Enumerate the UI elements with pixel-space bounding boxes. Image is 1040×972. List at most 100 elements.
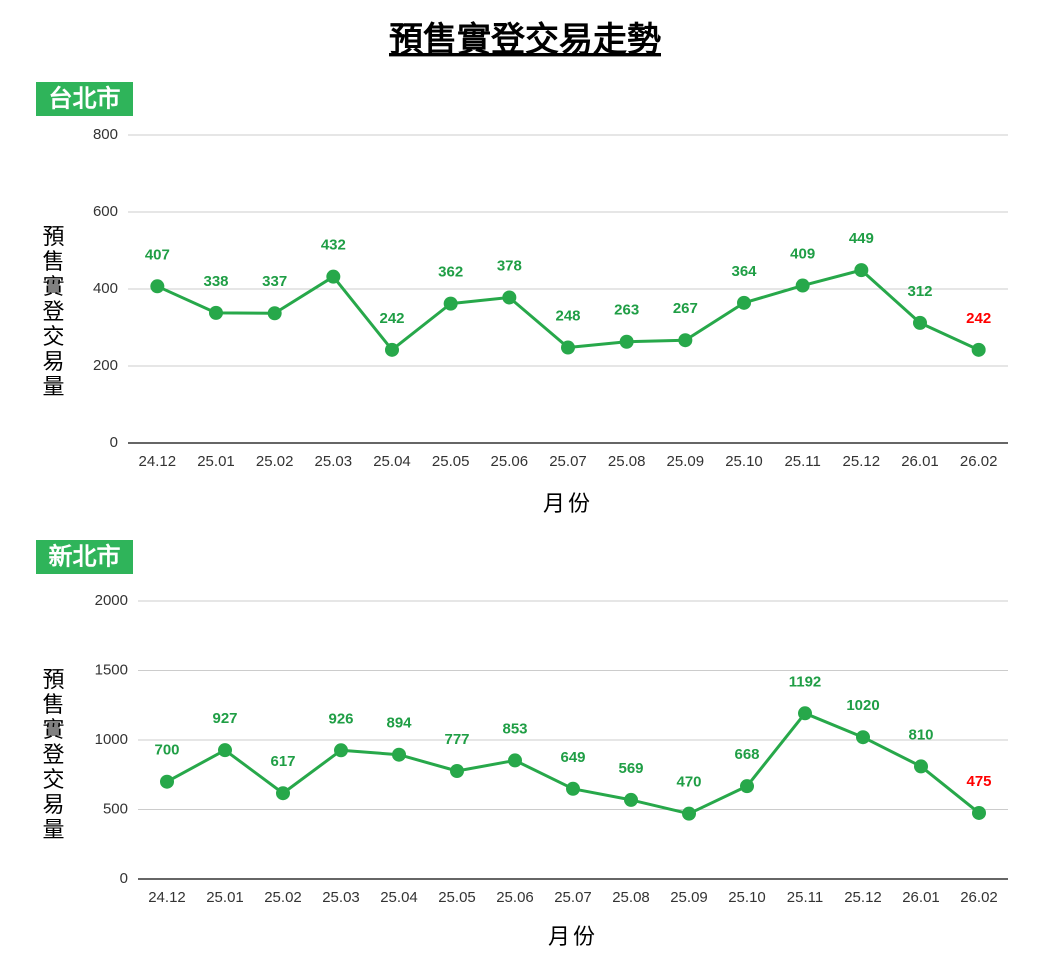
x-tick-label: 25.04 bbox=[373, 453, 411, 470]
x-tick-label: 25.06 bbox=[496, 889, 534, 906]
x-tick-label: 25.10 bbox=[725, 453, 763, 470]
x-tick-label: 26.01 bbox=[901, 453, 939, 470]
y-tick-label: 200 bbox=[93, 357, 118, 374]
data-point bbox=[854, 263, 869, 278]
data-label: 649 bbox=[560, 749, 585, 766]
data-point bbox=[334, 743, 348, 758]
region-tag-label: 台北市 bbox=[49, 84, 121, 112]
x-tick-label: 25.12 bbox=[844, 889, 882, 906]
data-label: 700 bbox=[154, 742, 179, 759]
data-point bbox=[326, 269, 341, 284]
data-label: 777 bbox=[444, 731, 469, 748]
data-label: 569 bbox=[618, 760, 643, 777]
data-label: 470 bbox=[676, 774, 701, 791]
x-tick-label: 26.02 bbox=[960, 889, 998, 906]
x-tick-label: 25.09 bbox=[670, 889, 708, 906]
data-point bbox=[619, 334, 634, 349]
data-label: 1192 bbox=[789, 673, 822, 690]
x-tick-label: 25.07 bbox=[554, 889, 592, 906]
data-label: 364 bbox=[731, 263, 757, 280]
data-point bbox=[678, 333, 693, 348]
data-label: 409 bbox=[790, 246, 815, 263]
x-tick-label: 25.12 bbox=[843, 453, 881, 470]
x-tick-label: 25.04 bbox=[380, 889, 418, 906]
x-tick-label: 25.03 bbox=[322, 889, 360, 906]
x-tick-label: 25.01 bbox=[197, 453, 235, 470]
y-tick-label: 1000 bbox=[95, 731, 128, 748]
y-tick-label: 2000 bbox=[95, 592, 128, 609]
y-tick-label: 0 bbox=[120, 870, 128, 887]
x-tick-label: 25.02 bbox=[256, 453, 294, 470]
data-point bbox=[160, 774, 174, 789]
x-tick-label: 25.07 bbox=[549, 453, 587, 470]
x-tick-label: 25.05 bbox=[432, 453, 470, 470]
data-label: 312 bbox=[907, 283, 932, 300]
data-label: 378 bbox=[497, 257, 522, 274]
data-point bbox=[150, 279, 165, 294]
y-tick-label: 500 bbox=[103, 800, 128, 817]
y-tick-label: 1500 bbox=[95, 661, 128, 678]
data-label: 449 bbox=[849, 230, 874, 247]
x-tick-label: 25.03 bbox=[315, 453, 353, 470]
data-point bbox=[913, 315, 927, 330]
data-label: 362 bbox=[438, 264, 463, 281]
x-tick-label: 26.01 bbox=[902, 889, 940, 906]
page-title: 預售實登交易走勢 bbox=[389, 20, 661, 59]
data-point bbox=[276, 786, 290, 801]
x-tick-label: 25.10 bbox=[728, 889, 766, 906]
data-point bbox=[209, 305, 223, 320]
data-point bbox=[856, 730, 870, 745]
data-point bbox=[450, 763, 464, 778]
x-tick-label: 25.11 bbox=[784, 453, 820, 470]
data-label: 927 bbox=[212, 710, 237, 727]
data-point bbox=[443, 296, 458, 311]
data-point bbox=[972, 805, 986, 820]
y-tick-label: 600 bbox=[93, 203, 118, 220]
region-tag: 新北市 bbox=[36, 540, 133, 574]
y-tick-label: 400 bbox=[93, 280, 118, 297]
data-label: 853 bbox=[502, 720, 527, 737]
x-tick-label: 25.09 bbox=[667, 453, 705, 470]
data-label: 1020 bbox=[846, 697, 879, 714]
data-point bbox=[798, 706, 812, 721]
data-point bbox=[566, 781, 580, 796]
x-tick-label: 24.12 bbox=[139, 453, 177, 470]
data-label: 337 bbox=[262, 273, 287, 290]
data-point bbox=[914, 759, 928, 774]
x-tick-label: 25.08 bbox=[612, 889, 650, 906]
data-point bbox=[740, 779, 754, 794]
region-tag-bg bbox=[36, 82, 133, 116]
data-label: 668 bbox=[734, 746, 759, 763]
data-label: 432 bbox=[321, 237, 346, 254]
region-tag-label: 新北市 bbox=[49, 542, 121, 570]
x-axis-label: 月份 bbox=[548, 924, 598, 949]
data-point bbox=[561, 340, 575, 355]
x-tick-label: 24.12 bbox=[148, 889, 186, 906]
data-label: 242 bbox=[966, 310, 991, 327]
x-tick-label: 25.02 bbox=[264, 889, 302, 906]
data-point bbox=[385, 342, 399, 357]
x-tick-label: 25.08 bbox=[608, 453, 646, 470]
y-axis-label: 預售實登交易量 bbox=[40, 668, 65, 843]
x-tick-label: 25.05 bbox=[438, 889, 476, 906]
data-label: 263 bbox=[614, 302, 639, 319]
data-label: 810 bbox=[908, 726, 933, 743]
data-label: 475 bbox=[966, 773, 991, 790]
data-point bbox=[624, 792, 638, 807]
data-label: 926 bbox=[328, 710, 353, 727]
y-tick-label: 800 bbox=[93, 126, 118, 143]
data-label: 894 bbox=[386, 715, 412, 732]
region-tag: 台北市 bbox=[36, 82, 133, 116]
data-point bbox=[218, 743, 232, 758]
data-label: 617 bbox=[270, 753, 295, 770]
data-point bbox=[971, 342, 986, 357]
data-label: 248 bbox=[555, 307, 580, 324]
data-label: 338 bbox=[203, 273, 228, 290]
y-tick-label: 0 bbox=[110, 434, 118, 451]
x-tick-label: 26.02 bbox=[960, 453, 998, 470]
data-label: 267 bbox=[673, 300, 698, 317]
data-point bbox=[392, 747, 406, 762]
x-axis-label: 月份 bbox=[543, 491, 593, 516]
data-point bbox=[737, 295, 751, 310]
